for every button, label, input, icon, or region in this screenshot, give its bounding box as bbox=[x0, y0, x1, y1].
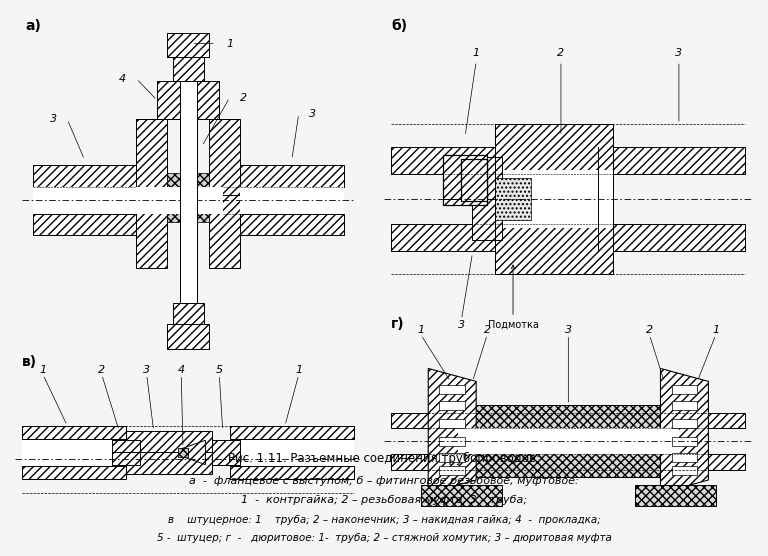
Bar bbox=[472, 199, 502, 240]
Bar bbox=[598, 147, 745, 173]
Bar bbox=[126, 453, 212, 474]
Bar bbox=[173, 57, 204, 81]
Bar bbox=[495, 123, 613, 186]
Bar bbox=[230, 426, 354, 439]
Polygon shape bbox=[429, 369, 476, 493]
Bar bbox=[205, 440, 240, 465]
Bar bbox=[240, 187, 344, 214]
Text: 1: 1 bbox=[39, 365, 47, 375]
Text: 1: 1 bbox=[472, 48, 480, 58]
Text: 4: 4 bbox=[119, 73, 126, 83]
Bar bbox=[458, 405, 679, 439]
Text: 1: 1 bbox=[417, 325, 425, 335]
Bar bbox=[137, 187, 223, 214]
Bar bbox=[671, 437, 697, 446]
Text: 3: 3 bbox=[675, 48, 683, 58]
Text: Рис. 1.11. Разъемные соединения трубопроводов:: Рис. 1.11. Разъемные соединения трубопро… bbox=[228, 452, 540, 465]
Bar bbox=[439, 401, 465, 410]
Text: 1: 1 bbox=[712, 325, 720, 335]
Bar bbox=[439, 419, 465, 428]
Polygon shape bbox=[660, 369, 708, 493]
Bar bbox=[671, 454, 745, 470]
Bar bbox=[22, 439, 126, 466]
Text: Подмотка: Подмотка bbox=[488, 265, 538, 330]
Bar bbox=[137, 192, 167, 267]
Bar bbox=[671, 385, 697, 394]
Bar bbox=[443, 155, 487, 205]
Bar bbox=[598, 224, 745, 251]
Text: 3: 3 bbox=[458, 320, 465, 330]
Text: 2: 2 bbox=[240, 92, 247, 102]
Text: б): б) bbox=[392, 19, 408, 33]
Bar bbox=[137, 119, 167, 195]
Bar bbox=[112, 453, 140, 465]
Bar bbox=[178, 448, 188, 457]
Bar bbox=[462, 159, 487, 201]
Bar bbox=[230, 466, 354, 479]
Bar bbox=[495, 211, 613, 274]
Bar bbox=[439, 453, 465, 462]
Bar bbox=[167, 173, 209, 195]
Text: 2: 2 bbox=[98, 365, 105, 375]
Bar bbox=[392, 413, 465, 428]
Bar bbox=[671, 466, 697, 475]
Text: 1: 1 bbox=[295, 365, 303, 375]
Bar bbox=[495, 178, 531, 220]
Text: г): г) bbox=[392, 316, 405, 331]
Text: 1  -  контргайка; 2 – резьбовая муфта, 3 – труба;: 1 - контргайка; 2 – резьбовая муфта, 3 –… bbox=[241, 495, 527, 505]
Text: 3: 3 bbox=[564, 325, 572, 335]
Text: 1: 1 bbox=[226, 38, 233, 48]
Bar bbox=[671, 401, 697, 410]
Bar bbox=[167, 324, 209, 349]
Text: в    штуцерное: 1    труба; 2 – наконечник; 3 – накидная гайка; 4  -  прокладка;: в штуцерное: 1 труба; 2 – наконечник; 3 … bbox=[167, 515, 601, 525]
Bar bbox=[209, 119, 240, 195]
Bar bbox=[180, 52, 197, 322]
Bar bbox=[167, 200, 209, 222]
Bar bbox=[439, 437, 465, 446]
Text: 2: 2 bbox=[558, 48, 564, 58]
Bar bbox=[112, 440, 140, 453]
Text: 5: 5 bbox=[216, 365, 223, 375]
Bar bbox=[230, 439, 354, 466]
Bar bbox=[392, 224, 495, 251]
Bar bbox=[439, 466, 465, 475]
Bar bbox=[223, 165, 344, 187]
Bar bbox=[458, 444, 679, 478]
Text: 4: 4 bbox=[177, 365, 185, 375]
Bar bbox=[209, 192, 240, 267]
Bar bbox=[32, 214, 154, 235]
Bar bbox=[167, 33, 209, 57]
Text: 3: 3 bbox=[309, 109, 316, 119]
Bar bbox=[32, 187, 137, 214]
Bar bbox=[22, 466, 126, 479]
Bar bbox=[421, 485, 502, 506]
Text: в): в) bbox=[22, 355, 38, 369]
Bar bbox=[22, 426, 126, 439]
Bar bbox=[458, 428, 679, 454]
Text: 3: 3 bbox=[143, 365, 151, 375]
Bar bbox=[157, 81, 220, 119]
Bar bbox=[32, 165, 154, 187]
Text: а  -  фланцевое с выступом; б – фитинговое резьбовое, муфтовое:: а - фланцевое с выступом; б – фитинговое… bbox=[189, 476, 579, 486]
Text: 3: 3 bbox=[50, 114, 57, 124]
Bar bbox=[223, 214, 344, 235]
Bar bbox=[634, 485, 716, 506]
Bar bbox=[472, 157, 502, 198]
Bar bbox=[671, 419, 697, 428]
Bar bbox=[671, 453, 697, 462]
Polygon shape bbox=[181, 440, 205, 465]
Bar bbox=[392, 147, 495, 173]
Bar bbox=[126, 430, 212, 453]
Bar bbox=[392, 454, 465, 470]
Text: 2: 2 bbox=[484, 325, 491, 335]
Text: 2: 2 bbox=[646, 325, 653, 335]
Bar bbox=[671, 413, 745, 428]
Bar bbox=[173, 303, 204, 324]
Text: а): а) bbox=[26, 19, 41, 33]
Bar bbox=[495, 170, 613, 228]
Bar bbox=[439, 385, 465, 394]
Text: 5 -  штуцер; г  -   дюритовое: 1-  труба; 2 – стяжной хомутик; 3 – дюритовая муф: 5 - штуцер; г - дюритовое: 1- труба; 2 –… bbox=[157, 533, 611, 543]
